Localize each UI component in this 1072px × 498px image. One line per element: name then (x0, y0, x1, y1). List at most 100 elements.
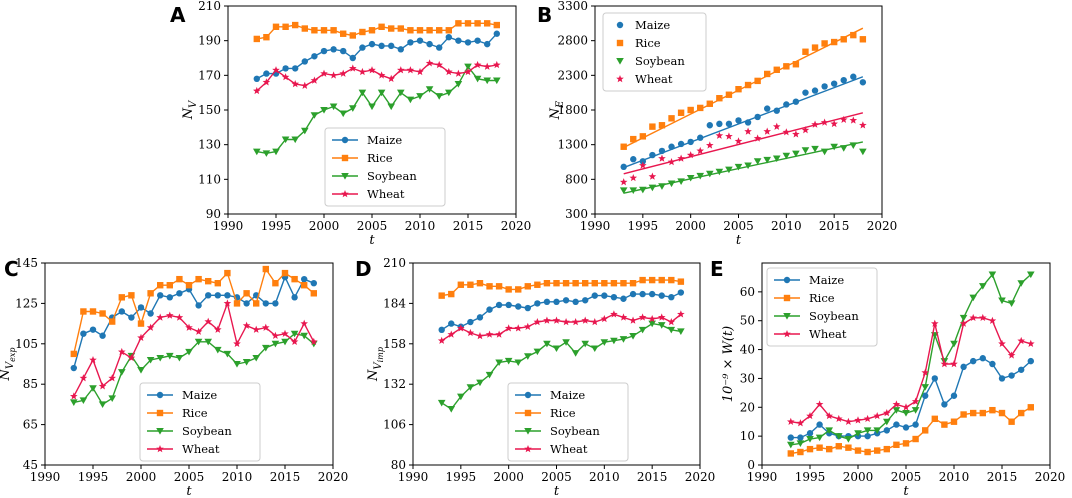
data-point (571, 350, 580, 357)
data-point (166, 311, 174, 319)
data-point (797, 434, 804, 441)
data-point (706, 141, 714, 149)
data-point (407, 27, 414, 34)
data-point (224, 269, 231, 277)
data-point (185, 348, 193, 356)
data-point (783, 101, 790, 108)
data-point (686, 151, 695, 159)
data-point (524, 283, 531, 290)
y-tick-label: 130 (198, 138, 221, 152)
data-point (931, 415, 938, 423)
legend-label: Maize (809, 273, 844, 287)
data-point (368, 66, 376, 74)
data-point (1008, 372, 1015, 379)
y-tick-label: 158 (383, 337, 406, 351)
data-point (349, 64, 357, 72)
data-point (397, 89, 405, 97)
legend-item-rice: Rice (774, 291, 835, 305)
x-tick-label: 2015 (819, 219, 850, 233)
data-point (753, 134, 762, 142)
data-point (787, 441, 795, 449)
data-point (620, 143, 627, 150)
data-point (195, 275, 202, 283)
data-point (515, 286, 522, 293)
data-point (242, 321, 251, 329)
data-point (1007, 351, 1016, 359)
data-point (979, 283, 987, 290)
data-point (320, 107, 328, 114)
y-axis-label-main: N (0, 368, 13, 381)
x-tick-label: 2010 (589, 470, 620, 484)
data-point (859, 148, 867, 156)
panel-letter: C (4, 257, 19, 281)
y-axis-label-main: N (181, 107, 196, 120)
data-point (850, 31, 857, 39)
data-point (988, 316, 997, 324)
data-point (457, 393, 465, 401)
data-point (620, 280, 627, 287)
data-point (902, 403, 910, 411)
legend-marker (341, 136, 349, 144)
y-tick-label: 85 (23, 377, 38, 391)
y-axis-label: NV (181, 99, 199, 120)
data-point (863, 414, 872, 423)
data-point (911, 397, 920, 405)
data-point (495, 283, 503, 290)
data-point (300, 332, 308, 340)
panel-letter: A (170, 3, 186, 27)
data-point (483, 62, 491, 70)
data-point (668, 143, 675, 150)
data-point (416, 37, 424, 44)
y-tick-label: 190 (198, 34, 221, 48)
data-point (109, 318, 116, 325)
data-point (484, 40, 491, 48)
data-point (301, 81, 309, 89)
data-point (311, 27, 318, 34)
y-tick-label: 90 (206, 207, 221, 221)
data-point (826, 445, 833, 453)
y-tick-label: 60 (740, 285, 755, 299)
data-point (320, 69, 328, 77)
data-point (485, 330, 494, 338)
data-point (830, 119, 838, 128)
x-tick-label: 2010 (222, 470, 253, 484)
data-point (969, 313, 977, 322)
y-tick-label: 0 (747, 458, 755, 472)
data-point (835, 443, 842, 450)
data-point (825, 427, 833, 434)
data-point (223, 350, 232, 358)
data-point (562, 339, 570, 346)
x-axis-label: t (736, 233, 742, 248)
data-point (787, 450, 794, 457)
data-point (1027, 271, 1035, 279)
series-rice (787, 404, 1034, 457)
data-point (349, 32, 356, 39)
x-tick-label: 2020 (318, 470, 349, 484)
legend-box (766, 267, 878, 347)
legend-box (602, 12, 707, 92)
x-tick-label: 2000 (309, 219, 340, 233)
data-point (425, 59, 434, 67)
x-tick-label: 2020 (1035, 470, 1066, 484)
data-point (474, 37, 481, 44)
data-point (649, 151, 656, 159)
data-point (959, 319, 968, 327)
legend-item-maize: Maize (616, 18, 670, 32)
data-point (725, 166, 733, 174)
data-point (464, 39, 472, 46)
data-point (716, 120, 723, 128)
legend-marker (616, 39, 624, 47)
data-point (137, 367, 145, 374)
data-point (447, 406, 456, 413)
data-point (845, 444, 852, 451)
data-point (630, 135, 637, 143)
data-point (735, 86, 742, 93)
data-point (157, 282, 164, 289)
data-point (329, 103, 338, 111)
data-point (639, 276, 646, 284)
data-point (281, 338, 289, 346)
data-point (950, 340, 958, 348)
series-soybean (787, 271, 1035, 449)
data-point (204, 338, 212, 346)
y-tick-label: 2300 (557, 68, 588, 82)
